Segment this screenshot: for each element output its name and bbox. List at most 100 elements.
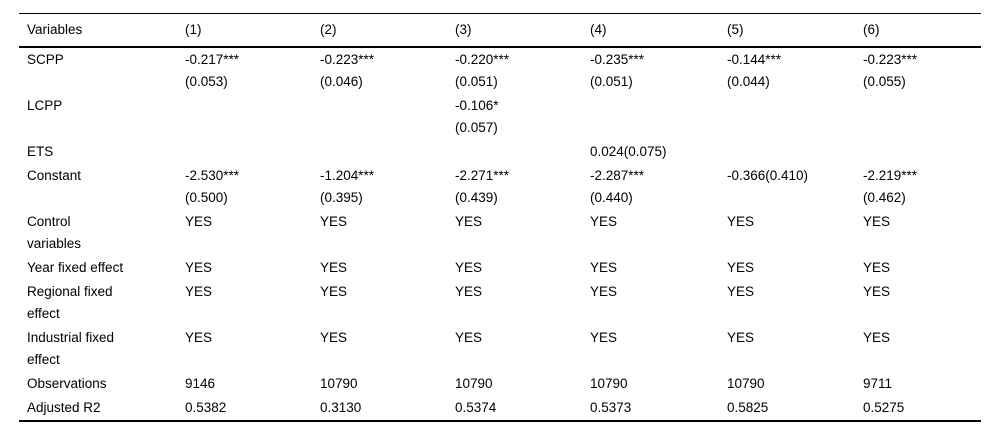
- cell-value: [863, 94, 981, 140]
- cell-value: YES: [590, 280, 727, 326]
- cell-line: 0.5374: [455, 400, 497, 415]
- cell-line: YES: [590, 330, 618, 345]
- cell-value: 9711: [863, 372, 981, 396]
- cell-line: YES: [863, 284, 891, 299]
- cell-line: YES: [320, 284, 348, 299]
- cell-line: YES: [320, 260, 348, 275]
- cell-value: -0.144*** (0.044): [727, 47, 863, 94]
- cell-line: (0.500): [185, 190, 228, 205]
- cell-value: YES: [727, 210, 863, 256]
- table-row: Observations 9146 10790 10790 10790 10790 9711: [19, 372, 981, 396]
- cell-line: (0.055): [863, 74, 906, 89]
- cell-line: YES: [727, 214, 755, 229]
- cell-line: 0.024(0.075): [590, 144, 667, 159]
- cell-value: [185, 140, 320, 164]
- cell-line: -0.220***: [455, 52, 510, 67]
- cell-line: -0.223***: [320, 52, 375, 67]
- cell-value: YES: [185, 280, 320, 326]
- column-header-model-4: (4): [590, 22, 607, 37]
- header-row: Variables (1) (2) (3) (4) (5) (6): [19, 14, 981, 47]
- cell-value: 9146: [185, 372, 320, 396]
- cell-value: [863, 140, 981, 164]
- cell-line: YES: [727, 284, 755, 299]
- regression-table: Variables (1) (2) (3) (4) (5) (6) SCPP -0.217**…: [19, 13, 981, 422]
- row-label-line: Regional fixed: [27, 284, 113, 299]
- cell-line: YES: [320, 330, 348, 345]
- cell-line: 9146: [185, 376, 216, 391]
- cell-value: -1.204*** (0.395): [320, 164, 455, 210]
- cell-line: YES: [590, 260, 618, 275]
- column-header-model-1: (1): [185, 22, 202, 37]
- cell-value: [320, 140, 455, 164]
- table-row: Industrial fixed effect YES YES YES YES YES YES: [19, 326, 981, 372]
- cell-value: [727, 94, 863, 140]
- cell-line: -0.217***: [185, 52, 240, 67]
- column-header-variables: Variables: [27, 22, 83, 37]
- cell-value: YES: [590, 326, 727, 372]
- cell-line: -2.287***: [590, 168, 645, 183]
- cell-line: 0.5275: [863, 400, 905, 415]
- cell-line: 0.5825: [727, 400, 769, 415]
- cell-value: YES: [727, 326, 863, 372]
- row-label-line: variables: [27, 236, 82, 251]
- table-row: Constant -2.530*** (0.500) -1.204*** (0.395)…: [19, 164, 981, 210]
- cell-line: (0.440): [590, 190, 633, 205]
- cell-line: 9711: [863, 376, 893, 391]
- cell-value: -0.366(0.410): [727, 164, 863, 210]
- cell-value: -0.223*** (0.046): [320, 47, 455, 94]
- cell-value: 0.5374: [455, 396, 590, 421]
- cell-line: YES: [727, 330, 755, 345]
- cell-value: 0.5382: [185, 396, 320, 421]
- cell-line: YES: [590, 284, 618, 299]
- cell-value: [727, 140, 863, 164]
- cell-line: (0.046): [320, 74, 363, 89]
- cell-value: -0.223*** (0.055): [863, 47, 981, 94]
- cell-value: [185, 94, 320, 140]
- cell-line: YES: [185, 214, 213, 229]
- cell-value: 10790: [455, 372, 590, 396]
- cell-value: -2.219*** (0.462): [863, 164, 981, 210]
- cell-value: YES: [455, 210, 590, 256]
- row-label: Control variables: [19, 210, 185, 256]
- cell-value: -2.271*** (0.439): [455, 164, 590, 210]
- cell-line: 0.5382: [185, 400, 227, 415]
- cell-value: YES: [863, 326, 981, 372]
- cell-line: 0.3130: [320, 400, 362, 415]
- cell-line: YES: [863, 330, 891, 345]
- cell-value: YES: [320, 326, 455, 372]
- cell-line: -0.366(0.410): [727, 168, 809, 183]
- cell-value: YES: [727, 280, 863, 326]
- cell-line: YES: [455, 284, 483, 299]
- cell-line: 10790: [320, 376, 358, 391]
- row-label: Regional fixed effect: [19, 280, 185, 326]
- cell-line: YES: [185, 260, 213, 275]
- cell-value: -2.287*** (0.440): [590, 164, 727, 210]
- column-header-model-5: (5): [727, 22, 744, 37]
- cell-line: YES: [320, 214, 348, 229]
- cell-line: -2.219***: [863, 168, 918, 183]
- table-row: ETS 0.024(0.075): [19, 140, 981, 164]
- cell-value: 10790: [727, 372, 863, 396]
- row-label-line: Adjusted R2: [27, 400, 101, 415]
- cell-line: YES: [455, 260, 483, 275]
- cell-line: 10790: [727, 376, 765, 391]
- cell-line: (0.395): [320, 190, 363, 205]
- table-row: Regional fixed effect YES YES YES YES YES YES: [19, 280, 981, 326]
- row-label-line: Control: [27, 214, 71, 229]
- cell-line: 0.5373: [590, 400, 632, 415]
- cell-value: YES: [727, 256, 863, 280]
- cell-line: (0.051): [590, 74, 633, 89]
- cell-line: -0.223***: [863, 52, 918, 67]
- cell-value: 0.5825: [727, 396, 863, 421]
- cell-value: 0.024(0.075): [590, 140, 727, 164]
- row-label-line: effect: [27, 306, 60, 321]
- cell-value: YES: [590, 256, 727, 280]
- row-label: Adjusted R2: [19, 396, 185, 421]
- cell-value: YES: [185, 210, 320, 256]
- table-row: Year fixed effect YES YES YES YES YES YES: [19, 256, 981, 280]
- row-label-line: LCPP: [27, 98, 63, 113]
- row-label-line: Constant: [27, 168, 82, 183]
- cell-value: YES: [320, 210, 455, 256]
- cell-value: -0.217*** (0.053): [185, 47, 320, 94]
- cell-value: 10790: [320, 372, 455, 396]
